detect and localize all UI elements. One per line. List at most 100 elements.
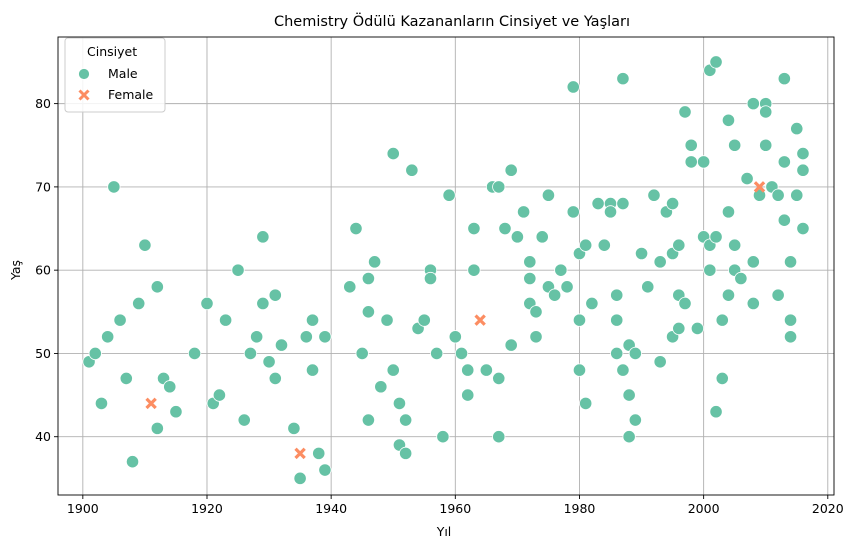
point-male bbox=[492, 371, 506, 386]
point-male bbox=[461, 388, 475, 402]
point-male bbox=[634, 246, 649, 261]
legend-marker-male bbox=[78, 68, 90, 80]
point-male bbox=[603, 205, 618, 219]
point-male bbox=[715, 313, 729, 327]
x-tick-label: 2020 bbox=[812, 501, 844, 516]
point-male bbox=[740, 171, 754, 186]
point-male bbox=[88, 346, 102, 361]
point-male bbox=[442, 188, 456, 202]
point-male bbox=[399, 446, 413, 460]
point-female bbox=[145, 397, 157, 410]
point-male bbox=[219, 313, 233, 327]
point-male bbox=[454, 346, 469, 361]
point-male bbox=[113, 313, 127, 327]
legend-label-male: Male bbox=[108, 66, 138, 81]
point-male bbox=[610, 288, 624, 302]
point-male bbox=[349, 221, 363, 236]
point-male bbox=[622, 388, 636, 402]
point-male bbox=[790, 122, 804, 136]
point-male bbox=[361, 305, 375, 319]
point-male bbox=[684, 155, 698, 169]
point-male bbox=[709, 405, 723, 419]
point-male bbox=[715, 371, 729, 386]
point-male bbox=[94, 396, 109, 410]
point-male bbox=[212, 388, 227, 402]
point-male bbox=[572, 313, 587, 327]
point-male bbox=[467, 221, 481, 236]
legend: Cinsiyet Male Female bbox=[64, 37, 166, 113]
point-male bbox=[684, 138, 698, 152]
point-male bbox=[541, 188, 556, 202]
point-male bbox=[759, 105, 773, 119]
point-male bbox=[697, 155, 711, 169]
point-male bbox=[665, 196, 680, 211]
point-male bbox=[268, 371, 282, 386]
point-male bbox=[430, 346, 444, 361]
point-male bbox=[529, 330, 543, 344]
point-male bbox=[187, 346, 202, 361]
point-male bbox=[386, 146, 400, 161]
point-male bbox=[243, 346, 258, 361]
point-male bbox=[498, 221, 512, 236]
point-male bbox=[492, 430, 506, 444]
point-male bbox=[529, 305, 543, 319]
y-tick-label: 50 bbox=[35, 346, 51, 361]
x-tick-label: 1920 bbox=[191, 501, 223, 516]
point-male bbox=[678, 105, 692, 119]
point-male bbox=[237, 413, 251, 427]
legend-marker-female bbox=[78, 89, 90, 101]
point-male bbox=[653, 355, 667, 369]
point-male bbox=[119, 371, 133, 386]
point-male bbox=[392, 396, 407, 410]
point-male bbox=[777, 72, 791, 86]
point-male bbox=[566, 205, 580, 219]
point-male bbox=[169, 405, 183, 419]
point-male bbox=[101, 330, 115, 344]
point-male bbox=[355, 346, 369, 361]
point-male bbox=[256, 296, 270, 311]
point-male bbox=[616, 363, 630, 377]
plot-frame bbox=[57, 36, 835, 496]
point-male bbox=[721, 288, 736, 302]
legend-label-female: Female bbox=[108, 87, 154, 102]
x-axis-label: Yıl bbox=[436, 524, 452, 539]
point-male bbox=[200, 296, 214, 311]
point-male bbox=[566, 80, 580, 94]
point-male bbox=[417, 313, 431, 327]
point-male bbox=[777, 213, 791, 227]
point-male bbox=[579, 238, 593, 252]
point-male bbox=[616, 196, 630, 211]
point-male bbox=[374, 380, 388, 394]
grid bbox=[58, 37, 834, 495]
point-male bbox=[746, 255, 760, 269]
point-male bbox=[690, 321, 705, 336]
point-male bbox=[796, 146, 810, 161]
point-male bbox=[125, 455, 140, 469]
legend-box bbox=[64, 37, 166, 113]
point-male bbox=[287, 421, 301, 435]
point-male bbox=[256, 230, 270, 244]
point-male bbox=[746, 97, 760, 111]
point-male bbox=[250, 330, 264, 344]
point-male bbox=[510, 230, 524, 244]
point-male bbox=[386, 363, 400, 377]
point-male bbox=[318, 463, 332, 477]
point-male bbox=[293, 471, 307, 485]
point-male bbox=[343, 280, 357, 294]
point-male bbox=[479, 363, 493, 377]
y-tick-label: 70 bbox=[35, 179, 51, 194]
point-male bbox=[361, 413, 375, 427]
point-male bbox=[783, 255, 798, 269]
point-male bbox=[318, 330, 332, 344]
point-male bbox=[467, 263, 481, 277]
point-male bbox=[523, 255, 537, 269]
point-male bbox=[231, 263, 245, 277]
point-male bbox=[305, 363, 320, 377]
point-male bbox=[597, 238, 611, 252]
axis-ticks: 1900 1920 1940 1960 1980 2000 2020 40 50 60 70 80 bbox=[35, 96, 844, 516]
point-male bbox=[759, 138, 773, 152]
point-male bbox=[399, 413, 413, 427]
x-tick-label: 2000 bbox=[688, 501, 720, 516]
point-male bbox=[262, 355, 276, 369]
